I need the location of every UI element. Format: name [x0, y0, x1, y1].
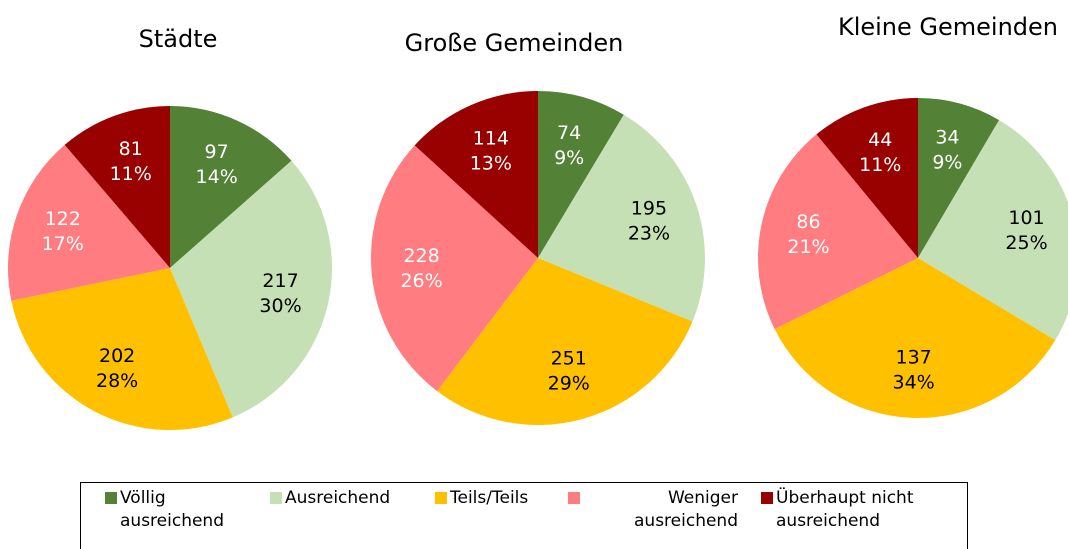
value-label: 228 — [403, 245, 439, 267]
legend-label: Völlig ausreichend — [120, 488, 224, 531]
pie-slice — [170, 160, 332, 418]
percent-label: 21% — [787, 236, 829, 258]
pie-slice — [414, 91, 538, 258]
pie-slice — [918, 120, 1068, 341]
value-label: 202 — [99, 345, 135, 367]
value-label: 217 — [262, 270, 298, 292]
percent-label: 13% — [470, 153, 512, 175]
value-label: 81 — [119, 138, 143, 160]
legend: Völlig ausreichend Ausreichend Teils/Teils… — [80, 482, 968, 549]
legend-item: Ausreichend — [270, 487, 420, 510]
legend-label: Teils/Teils — [450, 488, 529, 508]
percent-label: 17% — [42, 233, 84, 255]
pie-slice — [64, 106, 170, 268]
pie-slice — [437, 258, 693, 426]
pie-slice — [7, 144, 170, 301]
legend-item: Teils/Teils — [435, 487, 555, 510]
value-label: 122 — [45, 208, 81, 230]
pie-slice — [538, 91, 624, 258]
legend-swatch — [568, 492, 580, 504]
pie-slice — [371, 145, 538, 392]
value-label: 34 — [935, 126, 959, 148]
percent-label: 9% — [554, 147, 584, 169]
value-label: 44 — [868, 129, 892, 151]
percent-label: 11% — [859, 154, 901, 176]
value-label: 101 — [1008, 207, 1044, 229]
percent-label: 11% — [110, 163, 152, 185]
pie-slice — [758, 134, 918, 330]
chart-title: Städte — [139, 25, 218, 53]
pie-slice — [918, 98, 1000, 258]
percent-label: 29% — [548, 372, 590, 394]
legend-label: Weniger ausreichend — [634, 488, 738, 531]
percent-label: 9% — [932, 151, 962, 173]
percent-label: 14% — [196, 166, 238, 188]
legend-swatch — [435, 492, 447, 504]
percent-label: 34% — [893, 371, 935, 393]
value-label: 195 — [631, 198, 667, 220]
legend-label: Ausreichend — [285, 488, 391, 508]
chart-title: Große Gemeinden — [405, 29, 624, 57]
value-label: 74 — [557, 122, 581, 144]
legend-item: Völlig ausreichend — [105, 487, 245, 533]
chart-title: Kleine Gemeinden — [838, 13, 1058, 41]
legend-swatch — [761, 492, 773, 504]
pie-slice — [11, 268, 233, 430]
percent-label: 28% — [96, 370, 138, 392]
value-label: 137 — [895, 346, 931, 368]
percent-label: 23% — [628, 223, 670, 245]
value-label: 251 — [551, 347, 587, 369]
legend-item: Überhaupt nicht ausreichend — [761, 487, 961, 533]
pie-slice — [170, 106, 292, 268]
value-label: 114 — [473, 128, 509, 150]
pie-slice — [816, 98, 918, 258]
pie-slice — [538, 114, 706, 322]
percent-label: 25% — [1005, 232, 1047, 254]
value-label: 97 — [205, 141, 229, 163]
legend-swatch — [270, 492, 282, 504]
legend-label: Überhaupt nicht ausreichend — [776, 488, 914, 531]
legend-item: Weniger ausreichend — [568, 487, 738, 533]
value-label: 86 — [796, 211, 820, 233]
pie-slice — [774, 258, 1056, 418]
legend-swatch — [105, 492, 117, 504]
percent-label: 26% — [400, 270, 442, 292]
percent-label: 30% — [259, 295, 301, 317]
